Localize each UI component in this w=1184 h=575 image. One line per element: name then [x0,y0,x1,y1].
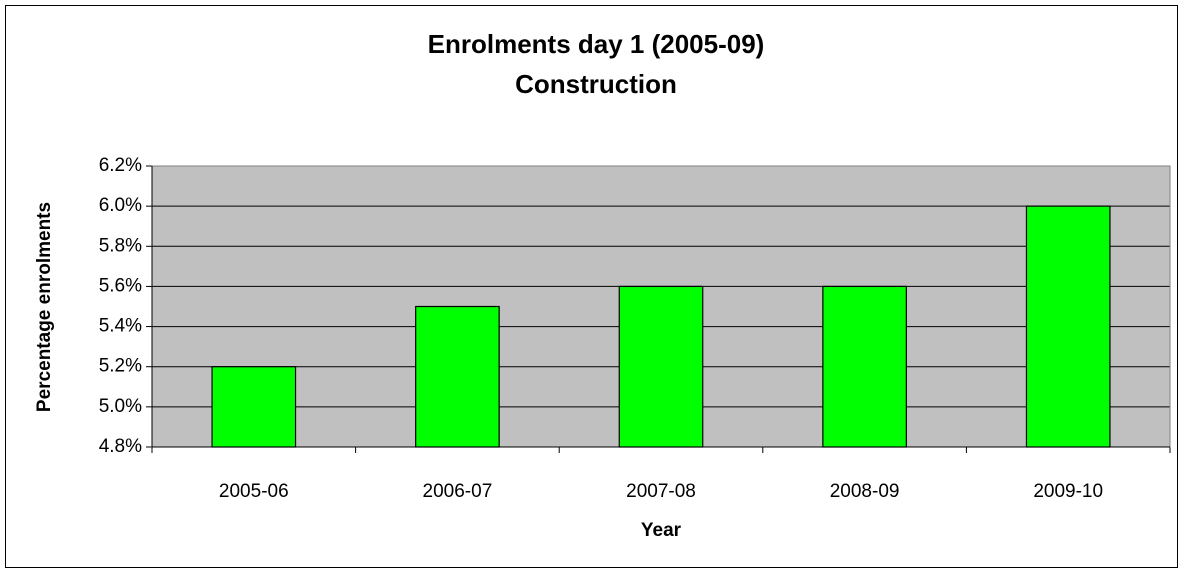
x-tick-label: 2006-07 [423,481,493,502]
chart-subtitle: Construction [515,69,677,99]
chart-title: Enrolments day 1 (2005-09) [428,29,765,59]
bar [822,285,907,448]
y-axis-title: Percentage enrolments [34,202,55,412]
bar [211,366,297,448]
y-tick-label: 4.8% [99,436,142,457]
x-tick-label: 2007-08 [626,481,696,502]
x-tick-label: 2009-10 [1033,481,1103,502]
x-axis-title: Year [641,520,682,541]
y-tick-label: 5.6% [99,275,142,296]
y-tick-label: 6.0% [99,195,142,216]
y-tick-label: 5.8% [99,235,142,256]
y-tick-label: 5.2% [99,356,142,377]
bar [1025,205,1111,448]
y-tick-label: 6.2% [99,155,142,176]
x-tick-label: 2005-06 [219,481,289,502]
bar [618,285,704,448]
x-tick-label: 2008-09 [830,481,900,502]
y-tick-label: 5.4% [99,316,142,337]
y-tick-label: 5.0% [99,396,142,417]
bar [415,305,500,448]
